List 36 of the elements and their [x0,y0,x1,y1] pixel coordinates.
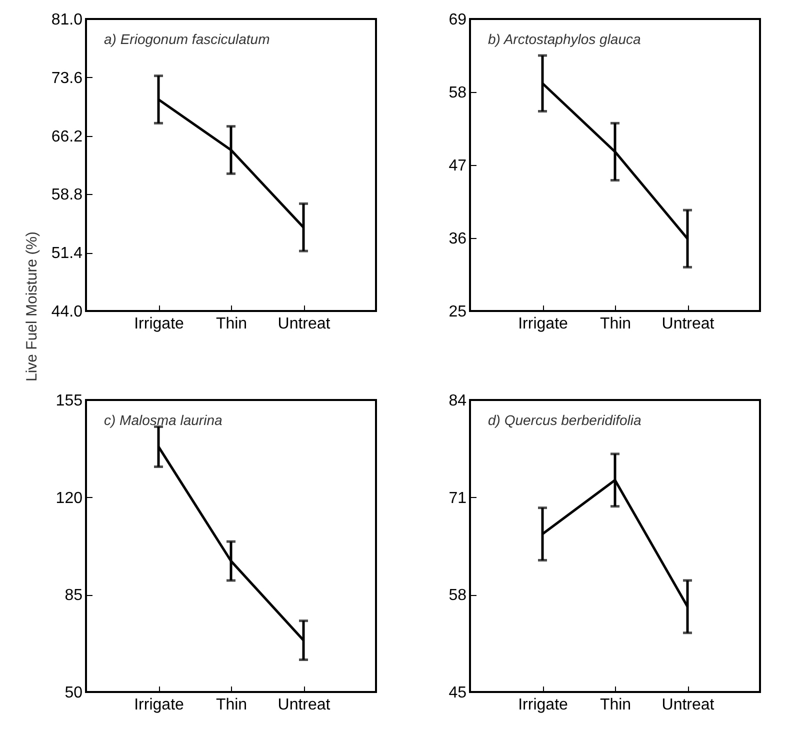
x-tick-label: Thin [216,696,248,714]
text: b) Arctostaphylos glauca [488,31,641,47]
y-tick-label: 45 [448,684,467,702]
x-tick-label: Irrigate [134,316,184,332]
x-tick-label: Untreat [278,696,331,714]
x-tick-label: Thin [600,696,632,714]
y-tick-label: 36 [448,230,467,248]
text: d) Quercus berberidifolia [488,412,642,428]
y-tick-label: 47 [448,158,467,174]
text: a) Eriogonum fasciculatum [104,31,270,47]
y-tick-label: 44.0 [51,304,83,320]
y-tick-label: 120 [56,490,83,507]
y-axis-title: Live Fuel Moisture (%) [23,231,40,382]
x-tick-label: Untreat [662,696,715,714]
x-tick-label: Irrigate [518,696,568,714]
x-tick-label: Irrigate [134,696,184,714]
y-tick-label: 69 [448,12,467,28]
y-tick-label: 85 [64,587,83,604]
x-tick-label: Thin [600,316,632,332]
y-tick-label: 58 [448,587,467,604]
x-tick-label: Irrigate [518,316,568,332]
x-tick-label: Untreat [278,316,331,332]
y-tick-label: 155 [56,392,83,410]
y-tick-label: 50 [64,684,83,702]
y-tick-label: 25 [448,304,467,320]
y-tick-label: 66.2 [51,128,83,146]
y-tick-label: 58 [448,84,467,102]
y-tick-label: 73.6 [51,70,83,87]
y-tick-label: 84 [448,392,467,410]
y-tick-label: 51.4 [51,245,83,262]
x-tick-label: Thin [216,316,248,332]
y-tick-label: 81.0 [51,12,83,28]
y-tick-label: 71 [448,490,467,507]
x-tick-label: Untreat [662,316,715,332]
y-tick-label: 58.8 [51,186,83,204]
text: c) Malosma laurina [104,412,222,428]
